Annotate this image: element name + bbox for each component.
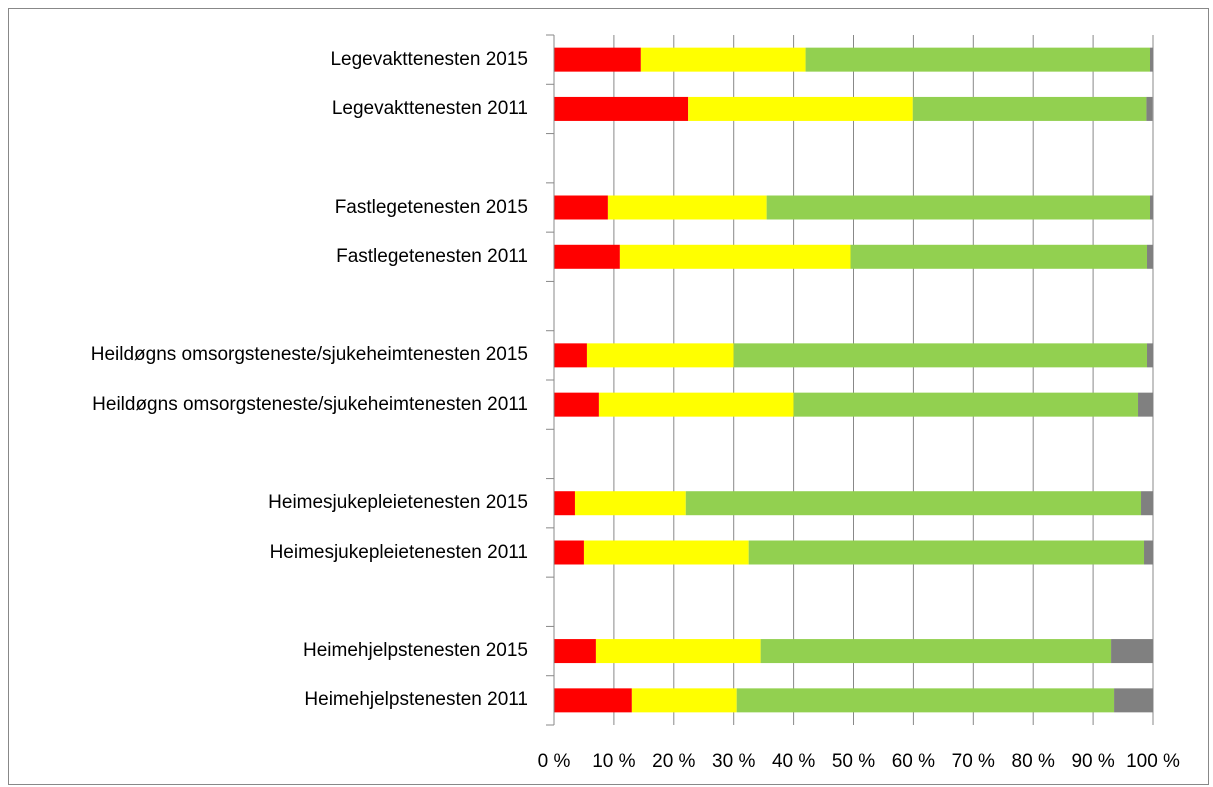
bar-segment [607, 195, 767, 220]
bar-segment [1150, 195, 1153, 220]
bar-segment [1111, 639, 1153, 664]
bar-segment [736, 688, 1115, 713]
chart-frame [8, 8, 1209, 785]
bar-segment [554, 47, 641, 72]
bar-segment [598, 392, 794, 417]
bar-segment [631, 688, 737, 713]
bar-segment [1138, 392, 1153, 417]
bar-segment [793, 392, 1139, 417]
y-tick-label: Heildøgns omsorgsteneste/sjukeheimtenest… [92, 393, 528, 415]
bar-segment [554, 392, 599, 417]
bar-segment [554, 96, 689, 121]
y-tick-label: Legevakttenesten 2015 [330, 48, 528, 70]
y-tick-label: Heimehjelpstenesten 2015 [303, 640, 528, 662]
bar-segment [912, 96, 1147, 121]
y-tick-label: Heimesjukepleietenesten 2011 [269, 541, 528, 563]
bar-segment [688, 96, 913, 121]
bar-segment [554, 491, 575, 516]
bar-segment [1141, 491, 1153, 516]
bar-segment [850, 244, 1148, 269]
bar-segment [805, 47, 1151, 72]
bar-segment [1147, 244, 1153, 269]
bar-segment [760, 639, 1112, 664]
bar-segment [554, 639, 596, 664]
x-tick-label: 50 % [832, 751, 875, 772]
y-tick-label: Heildøgns omsorgsteneste/sjukeheimtenest… [90, 344, 528, 366]
y-tick-label: Fastlegetenesten 2015 [334, 196, 528, 218]
bar-segment [640, 47, 806, 72]
bar-segment [685, 491, 1142, 516]
y-tick-label: Fastlegetenesten 2011 [336, 245, 528, 267]
bar-segment [554, 343, 587, 368]
bar-segment [574, 491, 686, 516]
x-tick-label: 10 % [592, 751, 635, 772]
y-tick-label: Heimehjelpstenesten 2011 [304, 689, 528, 711]
bar-segment [1114, 688, 1153, 713]
bar-segment [1147, 343, 1153, 368]
x-tick-label: 60 % [892, 751, 935, 772]
bar-segment [748, 540, 1145, 565]
y-tick-label: Heimesjukepleietenesten 2015 [268, 492, 528, 514]
bar-segment [619, 244, 851, 269]
bar-segment [554, 195, 608, 220]
x-tick-label: 20 % [652, 751, 695, 772]
x-tick-label: 0 % [538, 751, 571, 772]
x-tick-label: 100 % [1126, 751, 1180, 772]
bar-segment [595, 639, 761, 664]
x-tick-label: 40 % [772, 751, 815, 772]
bar-segment [1150, 47, 1153, 72]
bar-segment [733, 343, 1148, 368]
bar-segment [1144, 540, 1153, 565]
y-tick-label: Legevakttenesten 2011 [331, 97, 528, 119]
x-tick-label: 80 % [1012, 751, 1055, 772]
bar-segment [554, 540, 584, 565]
bar-segment [1146, 96, 1153, 121]
bar-segment [554, 244, 620, 269]
bar-segment [586, 343, 734, 368]
x-tick-label: 90 % [1071, 751, 1114, 772]
x-tick-label: 70 % [952, 751, 995, 772]
bar-segment [583, 540, 749, 565]
bar-segment [766, 195, 1151, 220]
bar-segment [554, 688, 632, 713]
x-tick-label: 30 % [712, 751, 755, 772]
